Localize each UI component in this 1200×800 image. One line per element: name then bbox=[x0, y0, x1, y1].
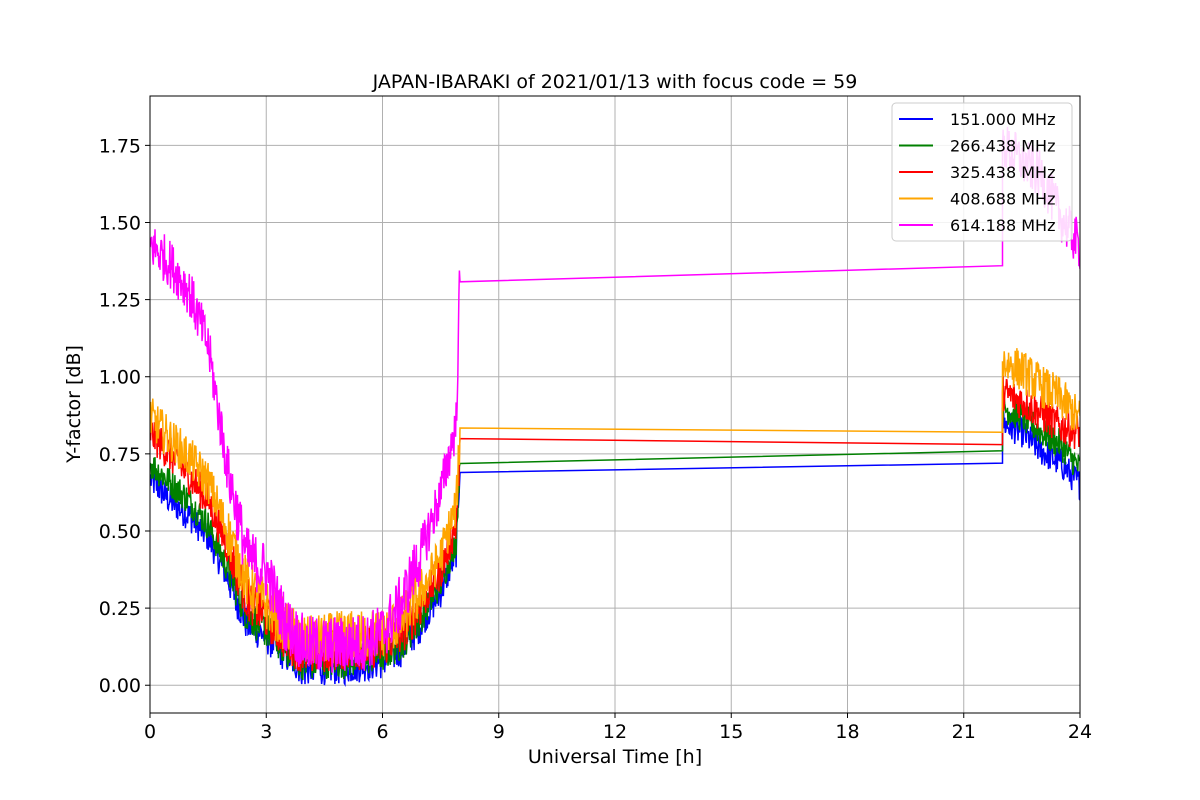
legend-box bbox=[891, 102, 1073, 242]
y-tick-label: 0.25 bbox=[99, 598, 141, 620]
y-tick-label: 0.75 bbox=[99, 444, 141, 466]
x-tick-label: 0 bbox=[144, 721, 156, 743]
y-tick-label: 0.00 bbox=[99, 675, 141, 697]
y-tick-label: 1.25 bbox=[99, 290, 141, 312]
x-tick-label: 6 bbox=[376, 721, 388, 743]
y-tick-label: 0.50 bbox=[99, 521, 141, 543]
x-tick-label: 18 bbox=[835, 721, 859, 743]
y-tick-label: 1.00 bbox=[99, 367, 141, 389]
legend-label: 408.688 MHz bbox=[950, 190, 1055, 209]
x-tick-label: 12 bbox=[603, 721, 627, 743]
legend-label: 325.438 MHz bbox=[950, 163, 1055, 182]
x-tick-label: 15 bbox=[719, 721, 743, 743]
legend-label: 614.188 MHz bbox=[950, 216, 1055, 235]
y-tick-label: 1.50 bbox=[99, 212, 141, 234]
y-axis-label: Y-factor [dB] bbox=[63, 345, 85, 464]
x-tick-label: 24 bbox=[1068, 721, 1092, 743]
axis-ticks: 0 3 6 9 12 15 18 21 24 0.00 0.25 0.50 0.75 1.00 1.25 1.… bbox=[99, 135, 1092, 743]
x-tick-label: 3 bbox=[260, 721, 272, 743]
series-line-3 bbox=[150, 348, 1080, 664]
x-axis-label: Universal Time [h] bbox=[528, 746, 702, 768]
chart-title: JAPAN-IBARAKI of 2021/01/13 with focus c… bbox=[372, 71, 858, 93]
x-tick-label: 9 bbox=[493, 721, 505, 743]
legend-label: 266.438 MHz bbox=[950, 137, 1055, 156]
legend: 151.000 MHz 266.438 MHz 325.438 MHz 408.688… bbox=[891, 102, 1073, 242]
x-tick-label: 21 bbox=[952, 721, 976, 743]
legend-label: 151.000 MHz bbox=[950, 110, 1055, 129]
y-tick-label: 1.75 bbox=[99, 135, 141, 157]
